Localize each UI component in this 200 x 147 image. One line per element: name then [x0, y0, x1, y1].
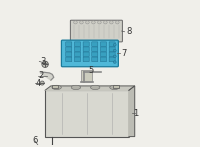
FancyBboxPatch shape — [83, 42, 89, 46]
FancyBboxPatch shape — [83, 47, 89, 52]
Text: 3: 3 — [40, 57, 45, 66]
FancyBboxPatch shape — [109, 57, 115, 62]
FancyBboxPatch shape — [82, 70, 92, 82]
FancyBboxPatch shape — [100, 57, 107, 62]
Ellipse shape — [110, 85, 119, 90]
FancyBboxPatch shape — [92, 57, 98, 62]
Text: 2: 2 — [39, 71, 44, 80]
FancyBboxPatch shape — [74, 57, 80, 62]
FancyBboxPatch shape — [109, 47, 115, 52]
Text: 8: 8 — [126, 27, 131, 36]
Ellipse shape — [113, 44, 116, 46]
Ellipse shape — [74, 21, 77, 24]
FancyBboxPatch shape — [100, 52, 107, 57]
Ellipse shape — [71, 85, 81, 90]
Circle shape — [42, 61, 48, 67]
Ellipse shape — [90, 85, 100, 90]
Ellipse shape — [110, 21, 113, 24]
Ellipse shape — [92, 21, 95, 24]
Ellipse shape — [113, 61, 116, 63]
Text: 6: 6 — [32, 136, 37, 145]
Polygon shape — [129, 86, 135, 137]
FancyBboxPatch shape — [66, 52, 72, 57]
FancyBboxPatch shape — [83, 52, 89, 57]
FancyBboxPatch shape — [66, 42, 72, 46]
Text: 7: 7 — [122, 49, 127, 58]
FancyBboxPatch shape — [92, 42, 98, 46]
Bar — [52, 85, 58, 88]
Bar — [113, 85, 119, 88]
Ellipse shape — [113, 55, 116, 58]
FancyBboxPatch shape — [45, 90, 129, 137]
FancyBboxPatch shape — [61, 40, 118, 67]
Ellipse shape — [52, 85, 61, 90]
FancyBboxPatch shape — [100, 47, 107, 52]
Ellipse shape — [98, 21, 101, 24]
Ellipse shape — [116, 21, 119, 24]
FancyBboxPatch shape — [100, 42, 107, 46]
FancyBboxPatch shape — [74, 42, 80, 46]
FancyBboxPatch shape — [92, 47, 98, 52]
FancyBboxPatch shape — [74, 52, 80, 57]
FancyBboxPatch shape — [109, 42, 115, 46]
Text: 1: 1 — [133, 109, 138, 118]
FancyBboxPatch shape — [70, 20, 122, 42]
FancyBboxPatch shape — [74, 47, 80, 52]
FancyBboxPatch shape — [109, 52, 115, 57]
Ellipse shape — [80, 21, 83, 24]
Ellipse shape — [86, 21, 89, 24]
FancyBboxPatch shape — [92, 52, 98, 57]
FancyBboxPatch shape — [66, 57, 72, 62]
Ellipse shape — [104, 21, 107, 24]
Ellipse shape — [113, 49, 116, 52]
FancyBboxPatch shape — [83, 57, 89, 62]
Polygon shape — [45, 86, 135, 90]
Text: 4: 4 — [36, 78, 41, 88]
Text: 5: 5 — [88, 66, 94, 75]
Polygon shape — [41, 72, 54, 80]
Circle shape — [40, 81, 44, 85]
FancyBboxPatch shape — [66, 47, 72, 52]
